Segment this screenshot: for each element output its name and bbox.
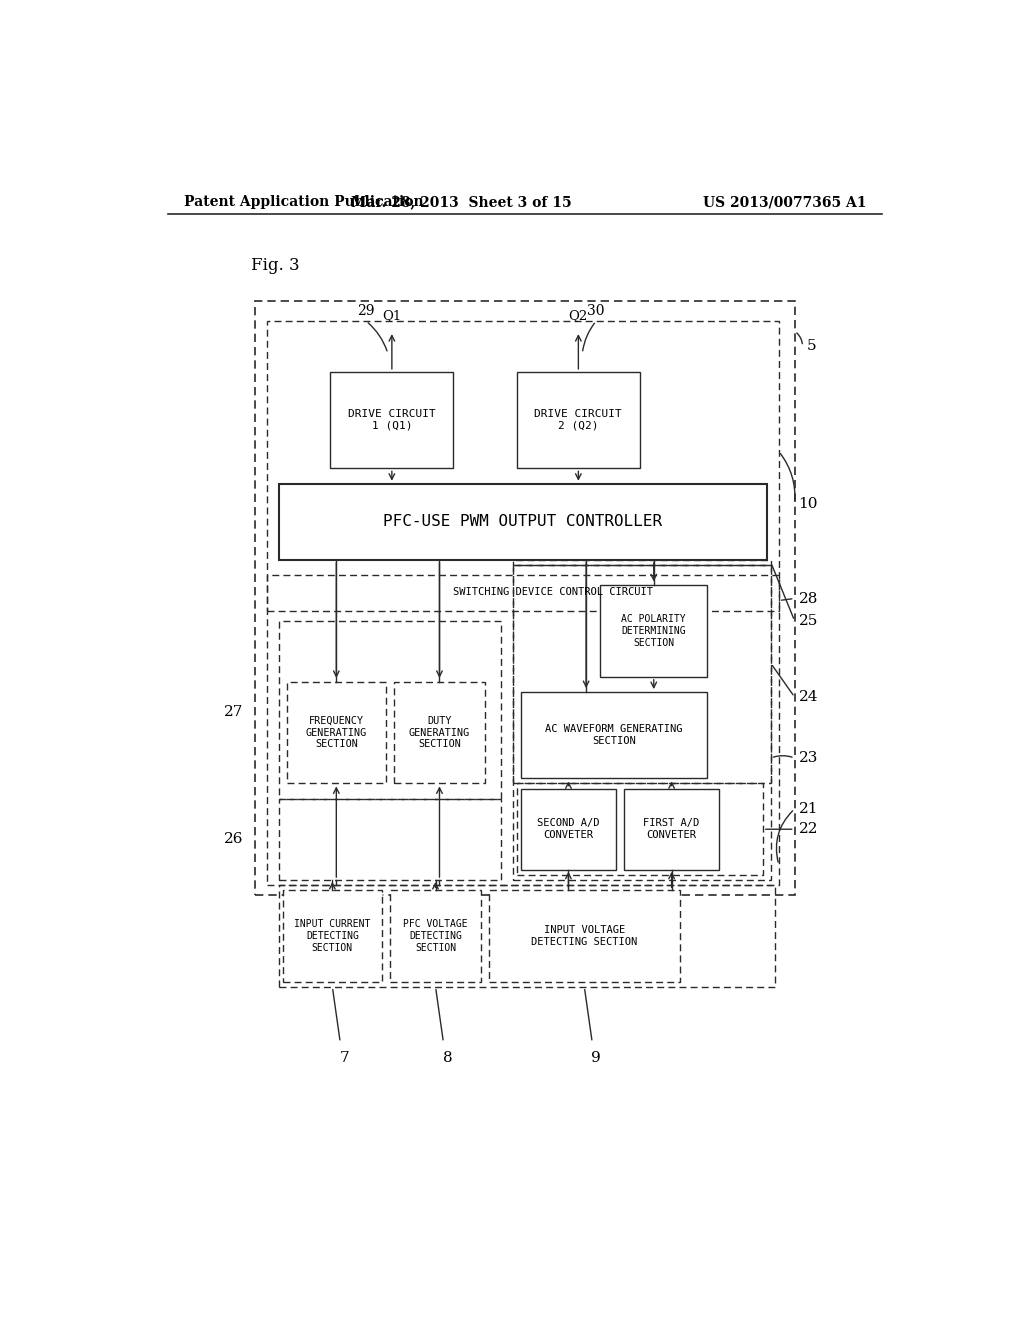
Text: Q1: Q1: [382, 309, 401, 322]
Text: AC POLARITY
DETERMINING
SECTION: AC POLARITY DETERMINING SECTION: [622, 614, 686, 648]
Text: PFC VOLTAGE
DETECTING
SECTION: PFC VOLTAGE DETECTING SECTION: [403, 919, 468, 953]
Bar: [279, 620, 501, 799]
Text: 25: 25: [799, 614, 818, 628]
Text: 23: 23: [799, 751, 818, 766]
Text: 7: 7: [339, 1051, 349, 1065]
Text: SWITCHING DEVICE CONTROL CIRCUIT: SWITCHING DEVICE CONTROL CIRCUIT: [453, 587, 652, 598]
Bar: [394, 682, 485, 784]
Text: 21: 21: [799, 801, 818, 816]
Text: 27: 27: [223, 705, 243, 719]
Text: Patent Application Publication: Patent Application Publication: [183, 195, 423, 209]
Bar: [517, 372, 640, 469]
Text: FIRST A/D
CONVETER: FIRST A/D CONVETER: [643, 818, 699, 840]
Text: 5: 5: [807, 339, 816, 354]
Bar: [517, 784, 763, 875]
Bar: [279, 886, 775, 987]
Text: Fig. 3: Fig. 3: [251, 256, 300, 273]
Bar: [513, 560, 771, 565]
Text: 28: 28: [799, 591, 818, 606]
Text: INPUT CURRENT
DETECTING
SECTION: INPUT CURRENT DETECTING SECTION: [294, 919, 371, 953]
Text: SECOND A/D
CONVETER: SECOND A/D CONVETER: [538, 818, 600, 840]
Bar: [513, 565, 771, 784]
Text: AC WAVEFORM GENERATING
SECTION: AC WAVEFORM GENERATING SECTION: [546, 725, 683, 746]
Text: Q2: Q2: [568, 309, 588, 322]
Text: FREQUENCY
GENERATING
SECTION: FREQUENCY GENERATING SECTION: [306, 715, 367, 750]
Text: 30: 30: [588, 304, 605, 318]
Bar: [489, 890, 680, 982]
Text: Mar. 28, 2013  Sheet 3 of 15: Mar. 28, 2013 Sheet 3 of 15: [351, 195, 571, 209]
Text: 22: 22: [799, 822, 818, 837]
Text: 29: 29: [357, 304, 375, 318]
Bar: [331, 372, 454, 469]
Text: 24: 24: [799, 690, 818, 704]
Bar: [521, 788, 616, 870]
Text: 26: 26: [223, 833, 243, 846]
Text: 10: 10: [799, 496, 818, 511]
Bar: [267, 576, 778, 886]
Bar: [283, 890, 382, 982]
Text: INPUT VOLTAGE
DETECTING SECTION: INPUT VOLTAGE DETECTING SECTION: [531, 925, 638, 946]
Bar: [521, 692, 708, 779]
Text: US 2013/0077365 A1: US 2013/0077365 A1: [702, 195, 866, 209]
Text: DRIVE CIRCUIT
2 (Q2): DRIVE CIRCUIT 2 (Q2): [535, 409, 623, 430]
Bar: [624, 788, 719, 870]
Text: DRIVE CIRCUIT
1 (Q1): DRIVE CIRCUIT 1 (Q1): [348, 409, 436, 430]
Text: PFC-USE PWM OUTPUT CONTROLLER: PFC-USE PWM OUTPUT CONTROLLER: [383, 515, 663, 529]
Bar: [287, 682, 386, 784]
Text: DUTY
GENERATING
SECTION: DUTY GENERATING SECTION: [409, 715, 470, 750]
Text: 8: 8: [442, 1051, 453, 1065]
Bar: [279, 799, 501, 880]
Bar: [600, 585, 708, 677]
Bar: [390, 890, 481, 982]
Bar: [267, 321, 778, 611]
Bar: [279, 483, 767, 560]
Bar: [255, 301, 795, 895]
Bar: [513, 565, 771, 880]
Text: 9: 9: [591, 1051, 601, 1065]
